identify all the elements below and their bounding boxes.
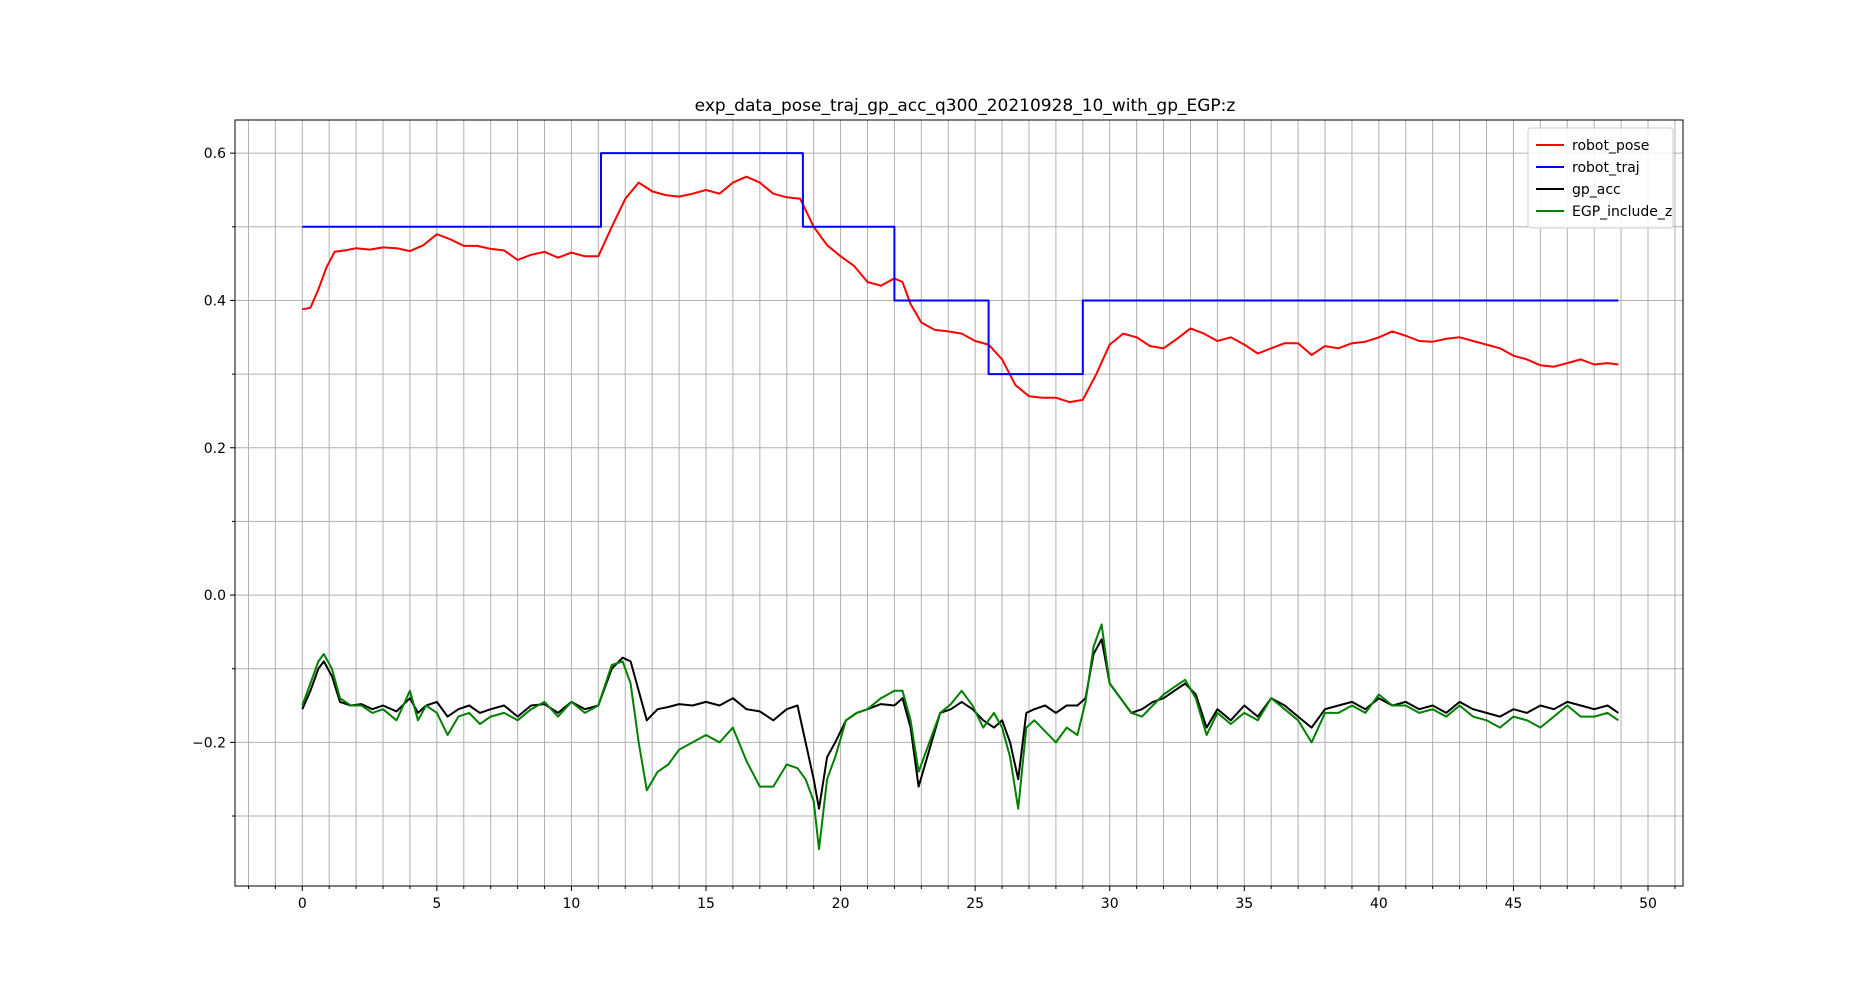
x-tick-label: 45	[1505, 896, 1523, 912]
chart-title: exp_data_pose_traj_gp_acc_q300_20210928_…	[695, 96, 1236, 116]
y-tick-label: −0.2	[192, 735, 226, 751]
tick-labels: 0 5 10 15 20 25 30 35 40 45 50 −0.2 0.0 0.2 0.4 0.6	[192, 146, 1657, 912]
x-tick-label: 5	[432, 896, 441, 912]
grid	[235, 120, 1683, 886]
series-lines	[301, 152, 1619, 851]
y-tick-label: 0.6	[204, 146, 226, 162]
major-ticks	[230, 152, 1649, 891]
legend: robot_pose robot_traj gp_acc EGP_include_z	[1527, 127, 1674, 229]
series-line-egp-include-z	[301, 623, 1619, 851]
legend-entry: robot_pose	[1572, 138, 1649, 154]
legend-entry: robot_traj	[1572, 160, 1640, 176]
y-tick-label: 0.4	[204, 293, 226, 309]
series-line-robot-traj	[302, 152, 1619, 376]
x-tick-label: 40	[1370, 896, 1388, 912]
x-tick-label: 0	[298, 896, 307, 912]
legend-entry: gp_acc	[1572, 182, 1621, 198]
x-tick-label: 30	[1101, 896, 1119, 912]
x-tick-label: 50	[1639, 896, 1657, 912]
series-line-gp-acc	[301, 638, 1619, 810]
x-tick-label: 35	[1235, 896, 1253, 912]
x-tick-label: 25	[966, 896, 984, 912]
legend-entry: EGP_include_z	[1572, 204, 1672, 220]
x-tick-label: 20	[832, 896, 850, 912]
x-tick-label: 15	[697, 896, 715, 912]
y-tick-label: 0.2	[204, 441, 226, 457]
y-tick-label: 0.0	[204, 588, 226, 604]
series-line-robot-pose	[302, 175, 1619, 404]
legend-box	[1527, 127, 1674, 229]
x-tick-label: 10	[563, 896, 581, 912]
plot-frame	[234, 119, 1684, 887]
